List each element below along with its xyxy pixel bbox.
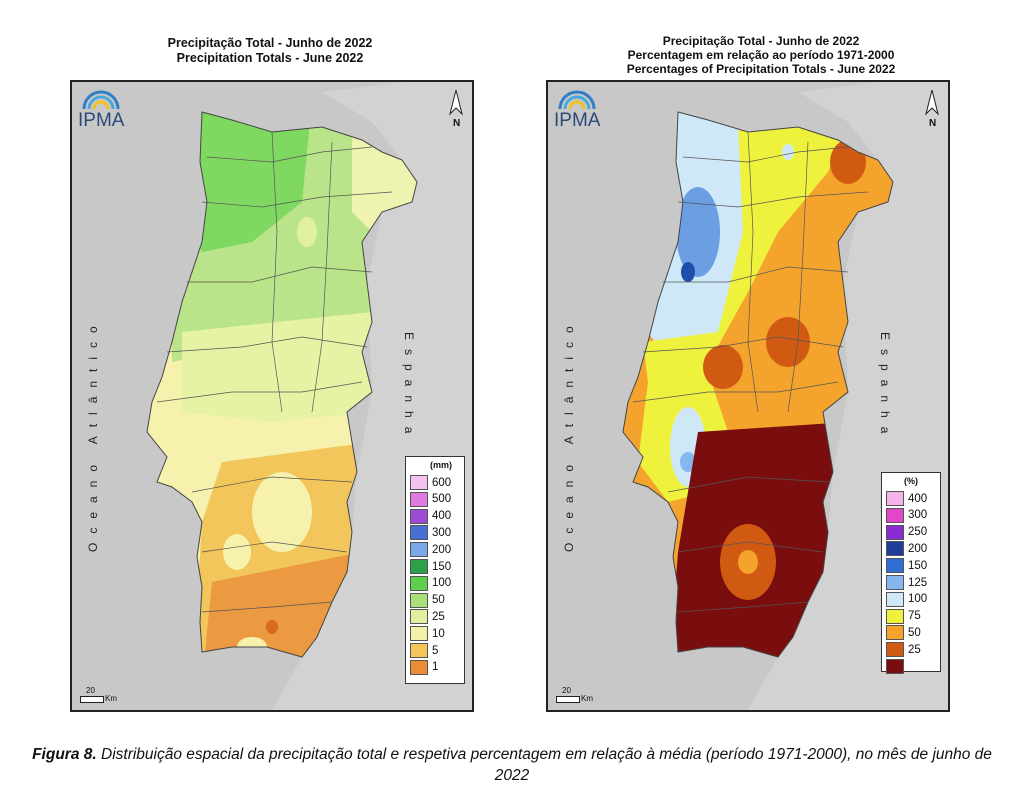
scale-unit: Km <box>105 694 117 703</box>
legend-label: 200 <box>432 543 452 556</box>
legend-label: 500 <box>432 493 452 506</box>
legend-swatch <box>410 525 428 541</box>
scale-unit: Km <box>581 694 593 703</box>
legend-label: 25 <box>908 643 921 656</box>
legend-swatch <box>886 558 904 574</box>
legend-label: 50 <box>432 594 445 607</box>
legend-label: 400 <box>908 492 928 505</box>
legend-label: 150 <box>908 559 928 572</box>
legend-item: 300 <box>410 525 452 541</box>
legend-item: 10 <box>410 626 445 642</box>
map-title-line: Precipitação Total - Junho de 2022 <box>167 36 373 50</box>
legend-item: 200 <box>410 542 452 558</box>
scale-bar-icon <box>556 696 580 703</box>
legend-swatch <box>886 625 904 641</box>
legend-swatch <box>886 524 904 540</box>
north-label: N <box>929 118 937 129</box>
legend-label: 75 <box>908 610 921 623</box>
legend-label: 400 <box>432 510 452 523</box>
map-title-percentage: Precipitação Total - Junho de 2022 Perce… <box>566 34 956 76</box>
legend-swatch <box>886 507 904 523</box>
ipma-logo: IPMA <box>554 110 601 131</box>
legend: (mm) 600 500 400 300 200 150 100 50 25 10 5 1 <box>405 456 465 684</box>
legend-label: 25 <box>432 610 445 623</box>
figure-caption: Figura 8. Distribuição espacial da preci… <box>30 744 994 786</box>
legend-label: 10 <box>432 627 445 640</box>
legend-item: 300 <box>886 507 928 523</box>
legend-swatch <box>410 643 428 658</box>
caption-text: Distribuição espacial da precipitação to… <box>96 746 992 784</box>
legend-swatch <box>886 659 904 674</box>
legend-item: 400 <box>886 491 927 506</box>
legend-item: 50 <box>410 592 445 608</box>
scale-bar-icon <box>80 696 104 703</box>
map-title-line: Percentagem em relação ao período 1971-2… <box>627 48 895 62</box>
legend-item: 150 <box>886 558 928 574</box>
legend-item: 50 <box>886 625 921 641</box>
legend-item: 1 <box>410 659 439 675</box>
spain-label: Espanha <box>402 332 416 443</box>
ocean-label: Oceano Atlântico <box>562 317 576 552</box>
legend-item: 25 <box>886 642 921 658</box>
legend-label: 300 <box>432 526 452 539</box>
legend-swatch <box>410 542 428 558</box>
legend-item: 500 <box>410 491 452 507</box>
caption-bold: Figura 8. <box>32 746 97 763</box>
ocean-label: Oceano Atlântico <box>86 317 100 552</box>
legend-label: 100 <box>432 577 452 590</box>
map-title-line: Precipitação Total - Junho de 2022 <box>662 34 860 48</box>
map-title-precipitation: Precipitação Total - Junho de 2022 Preci… <box>120 36 420 66</box>
legend-label: 1 <box>432 661 439 674</box>
legend-swatch <box>410 491 428 507</box>
legend-label: 125 <box>908 576 928 589</box>
legend-item: 200 <box>886 541 928 557</box>
scale-label: 20 <box>562 686 571 695</box>
legend-label: 100 <box>908 593 928 606</box>
legend-swatch <box>886 642 904 658</box>
ipma-logo: IPMA <box>78 110 125 131</box>
legend-item: 600 <box>410 475 451 490</box>
legend-swatch <box>886 591 904 607</box>
legend-item: 75 <box>886 608 921 624</box>
map-percentage: IPMA N Oceano Atlântico Espanha 20 Km (%… <box>546 80 950 712</box>
legend-label: 200 <box>908 542 928 555</box>
legend: (%) 400 300 250 200 150 125 100 75 50 25 <box>881 472 941 674</box>
legend-item: 5 <box>410 643 438 658</box>
legend-swatch <box>410 508 428 524</box>
spain-label: Espanha <box>878 332 892 443</box>
legend-label: 300 <box>908 509 928 522</box>
legend-item: 150 <box>410 559 451 574</box>
legend-label: 50 <box>908 626 921 639</box>
north-label: N <box>453 118 461 129</box>
legend-item: 25 <box>410 609 445 625</box>
legend-item: 100 <box>410 575 452 591</box>
scale-label: 20 <box>86 686 95 695</box>
legend-item: 250 <box>886 524 928 540</box>
legend-label: 250 <box>908 526 928 539</box>
legend-swatch <box>410 575 428 591</box>
legend-swatch <box>410 659 428 675</box>
legend-swatch <box>886 541 904 557</box>
legend-item: 100 <box>886 591 928 607</box>
map-precipitation: IPMA N Oceano Atlântico Espanha 20 Km (m… <box>70 80 474 712</box>
legend-item: 400 <box>410 508 452 524</box>
legend-item: 125 <box>886 575 927 590</box>
legend-swatch <box>410 475 428 490</box>
legend-label: 600 <box>432 476 452 489</box>
legend-unit: (%) <box>904 476 918 486</box>
legend-label: 5 <box>432 644 439 657</box>
legend-label: 150 <box>432 560 452 573</box>
legend-swatch <box>886 491 904 506</box>
legend-swatch <box>410 559 428 574</box>
map-title-line: Percentages of Precipitation Totals - Ju… <box>626 62 896 76</box>
legend-unit: (mm) <box>430 460 452 470</box>
legend-swatch <box>410 592 428 608</box>
legend-swatch <box>410 626 428 642</box>
legend-swatch <box>886 608 904 624</box>
legend-item <box>886 659 908 674</box>
legend-swatch <box>886 575 904 590</box>
legend-swatch <box>410 609 428 625</box>
map-title-line: Precipitation Totals - June 2022 <box>176 51 364 65</box>
